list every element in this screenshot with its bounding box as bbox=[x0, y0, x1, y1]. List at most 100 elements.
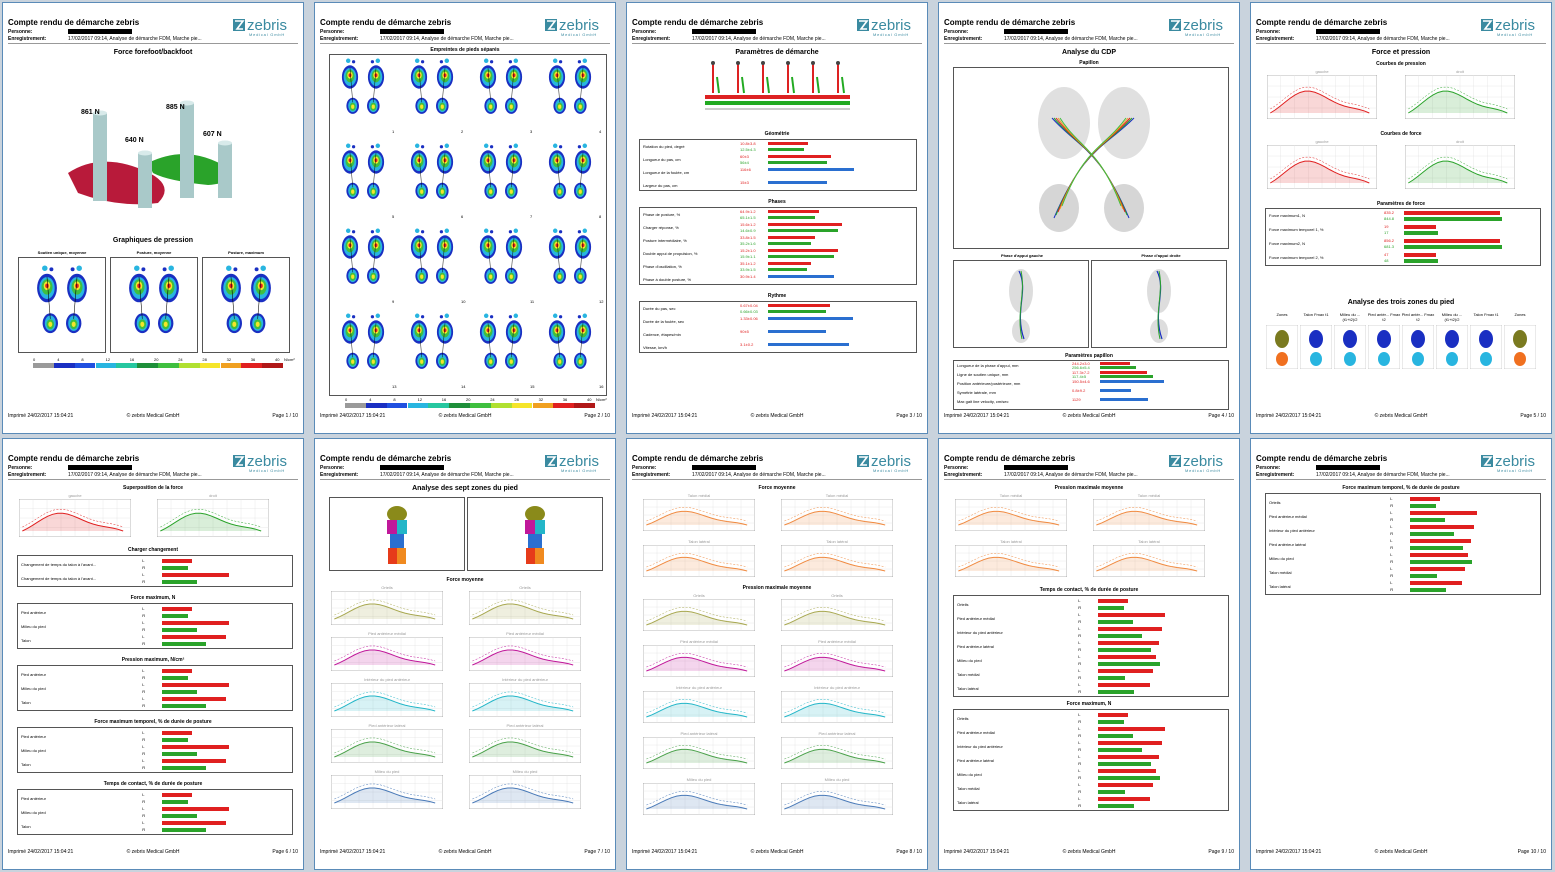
person-row: Personne: bbox=[320, 465, 444, 471]
scale-tick: 12 bbox=[417, 397, 423, 402]
bar-left bbox=[1409, 539, 1471, 543]
bar-left bbox=[161, 669, 192, 673]
bar-left bbox=[1409, 581, 1462, 585]
logo-word: zebris bbox=[247, 17, 288, 34]
force-curves-title: Courbes de force bbox=[1380, 131, 1422, 137]
recording-value: 17/02/2017 09:14, Analyse de démarche FD… bbox=[68, 36, 202, 42]
seven-zones-title: Analyse des sept zones du pied bbox=[412, 485, 518, 492]
report-page-10: Compte rendu de démarche zebris Personne:… bbox=[1250, 438, 1552, 870]
butterfly-param-label: Ligne de soutien unique, mm bbox=[957, 372, 1009, 377]
recording-value: 17/02/2017 09:14, Analyse de démarche FD… bbox=[692, 472, 826, 478]
param-bar-left bbox=[768, 210, 819, 213]
chart-title: Pied antérieur latéral bbox=[818, 731, 856, 736]
scale-tick: 4 bbox=[369, 397, 372, 402]
parameter-label: Intérieur du pied antérieur bbox=[1269, 528, 1315, 533]
page-footer: Imprimé 24/02/2017 15:04:21 © zebris Medi… bbox=[8, 413, 298, 419]
logo-subtitle: Medical GmbH bbox=[561, 32, 598, 37]
scale-tick: 40 bbox=[275, 357, 280, 362]
side-L: L bbox=[1078, 668, 1081, 673]
average-force-title: Force moyenne bbox=[446, 577, 484, 583]
side-R: R bbox=[1078, 761, 1082, 766]
side-R: R bbox=[1078, 675, 1082, 680]
param-left-value: 90±5 bbox=[740, 329, 749, 334]
butterfly-param-left: 244.2±3.0 bbox=[1072, 361, 1090, 366]
scale-swatch bbox=[199, 363, 221, 368]
report-title: Compte rendu de démarche zebris bbox=[944, 18, 1076, 27]
report-page-9: Compte rendu de démarche zebris Personne:… bbox=[938, 438, 1240, 870]
left-phase-title: Phase d'appui gauche bbox=[1000, 253, 1044, 258]
recording-row: Enregistrement: 17/02/2017 09:14, Analyse… bbox=[1256, 472, 1450, 478]
zone-foot-map bbox=[1504, 325, 1536, 369]
side-R: R bbox=[142, 565, 146, 570]
scale-tick: 40 bbox=[587, 397, 592, 402]
report-page-4: Compte rendu de démarche zebris Personne:… bbox=[938, 2, 1240, 434]
zone-force-chart-right bbox=[469, 683, 581, 717]
scale-tick: 16 bbox=[129, 357, 135, 362]
person-row: Personne: bbox=[944, 465, 1068, 471]
parameter-label: Pied antérieur latéral bbox=[957, 644, 994, 649]
scale-tick: 8 bbox=[393, 397, 396, 402]
zone-column-header: Zones bbox=[1276, 312, 1288, 317]
cop-title: Analyse du CDP bbox=[1061, 49, 1117, 56]
param-group-table: Phase de posture, % 64.9±1.2 65.1±1.5 Charg… bbox=[639, 207, 917, 285]
zebris-logo: zebris Medical GmbH bbox=[233, 17, 295, 37]
zone-column-header: Talon Fmax t1 bbox=[1473, 312, 1499, 317]
chart-title: Talon latéral bbox=[826, 539, 848, 544]
scale-swatch bbox=[553, 403, 575, 408]
zone-column-header: Zones bbox=[1514, 312, 1526, 317]
recording-row: Enregistrement: 17/02/2017 09:14, Analyse… bbox=[8, 36, 202, 42]
person-row: Personne: bbox=[944, 29, 1068, 35]
report-page-5: Compte rendu de démarche zebris Personne:… bbox=[1250, 2, 1552, 434]
step-number: 5 bbox=[392, 214, 395, 219]
bar-left bbox=[1409, 553, 1468, 557]
redacted-name bbox=[692, 465, 756, 471]
heel-pressure-right bbox=[1093, 545, 1205, 577]
footprint-cell bbox=[341, 313, 385, 369]
logo-word: zebris bbox=[1183, 453, 1224, 470]
step-number: 3 bbox=[530, 129, 533, 134]
bar-right bbox=[1409, 574, 1437, 578]
chart-title: Intérieur du pied antérieur bbox=[676, 685, 722, 690]
scale-tick: 36 bbox=[250, 357, 256, 362]
param-label: Rotation du pied, degré bbox=[643, 144, 685, 149]
side-L: L bbox=[1390, 496, 1393, 501]
step-number: 11 bbox=[530, 299, 535, 304]
param-bar-left bbox=[768, 181, 827, 184]
butterfly-bar-left bbox=[1100, 362, 1130, 365]
overlay-group-title: Temps de contact, % de durée de posture bbox=[103, 781, 203, 787]
side-L: L bbox=[142, 634, 145, 639]
recording-row: Enregistrement: 17/02/2017 09:14, Analyse… bbox=[320, 36, 514, 42]
report-page-8: Compte rendu de démarche zebris Personne:… bbox=[626, 438, 928, 870]
parameter-label: Talon bbox=[21, 638, 31, 643]
header-divider bbox=[1256, 43, 1546, 44]
parameter-table: Pied antérieur L R Milieu du pied L R Talon L R bbox=[17, 665, 293, 711]
overlay-group-title: Charger changement bbox=[127, 547, 178, 553]
report-title: Compte rendu de démarche zebris bbox=[320, 454, 452, 463]
parameter-table: Pied antérieur L R Milieu du pied L R Talon L R bbox=[17, 789, 293, 835]
scale-swatch bbox=[137, 363, 158, 368]
side-R: R bbox=[142, 751, 146, 756]
person-label: Personne: bbox=[320, 465, 345, 471]
recording-label: Enregistrement: bbox=[320, 472, 359, 478]
chart-title: Talon latéral bbox=[1138, 539, 1160, 544]
person-row: Personne: bbox=[1256, 29, 1380, 35]
printed-date: Imprimé 24/02/2017 15:04:21 bbox=[320, 849, 386, 855]
step-number: 9 bbox=[392, 299, 395, 304]
header-divider bbox=[944, 479, 1234, 480]
bar-right bbox=[1097, 720, 1124, 724]
scale-tick: 20 bbox=[466, 397, 471, 402]
force-columns-chart bbox=[68, 100, 232, 208]
logo-word: zebris bbox=[871, 17, 912, 34]
step-number: 1 bbox=[392, 129, 395, 134]
bar-right bbox=[1409, 532, 1454, 536]
copyright: © zebris Medical GmbH bbox=[438, 413, 492, 419]
side-R: R bbox=[1390, 545, 1394, 550]
parameter-label: Pied antérieur latéral bbox=[1269, 542, 1306, 547]
bar-right bbox=[1097, 790, 1125, 794]
side-R: R bbox=[1078, 661, 1082, 666]
parameter-label: Pied antérieur médial bbox=[1269, 514, 1307, 519]
bar-left bbox=[161, 697, 226, 701]
footprint-cell bbox=[479, 58, 523, 114]
chart-title: Pied antérieur médial bbox=[818, 639, 856, 644]
scale-swatch bbox=[116, 363, 138, 368]
